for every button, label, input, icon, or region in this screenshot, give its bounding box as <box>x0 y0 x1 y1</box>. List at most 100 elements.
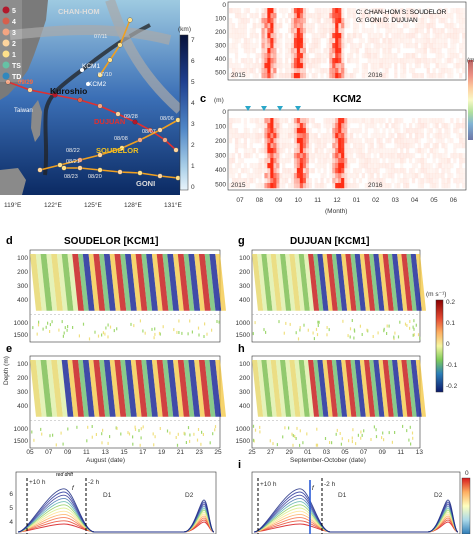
heat-cell <box>302 48 306 54</box>
heat-cell <box>385 138 389 144</box>
heat-cell <box>352 8 357 14</box>
panel-e-band2 <box>215 360 226 417</box>
panel-e-speck <box>166 429 169 433</box>
heat-cell <box>273 183 277 189</box>
heat-cell <box>255 53 259 59</box>
panel-g-speck <box>299 328 301 332</box>
heat-cell <box>329 33 333 39</box>
heat-cell <box>231 183 236 189</box>
heat-cell <box>408 28 413 34</box>
heat-cell <box>403 123 407 129</box>
heat-cell <box>385 53 389 59</box>
heat-cell <box>305 38 309 44</box>
heat-cell <box>288 73 292 79</box>
heat-cell <box>417 58 422 64</box>
heat-cell <box>447 173 451 179</box>
heat-cell <box>302 68 306 74</box>
panel-h-speck <box>336 428 338 432</box>
heat-cell <box>349 53 354 59</box>
heat-cell <box>279 173 283 179</box>
heat-cell <box>432 13 436 19</box>
heat-cell <box>411 138 416 144</box>
heat-cell <box>355 43 360 49</box>
heat-cell <box>420 123 424 129</box>
heat-cell <box>296 158 301 164</box>
heat-cell <box>296 18 301 24</box>
heat-cell <box>279 33 283 39</box>
goni-dot <box>175 175 181 181</box>
panel-e-band <box>40 360 53 417</box>
heat-cell <box>288 138 292 144</box>
heat-cell <box>376 18 380 24</box>
heat-cell <box>408 123 413 129</box>
heat-cell <box>385 58 389 64</box>
heat-cell <box>367 178 371 184</box>
panel-e-band2 <box>56 360 68 417</box>
depth-tick: 6 <box>191 58 195 65</box>
heat-cell <box>385 168 389 174</box>
heat-cell <box>364 63 368 69</box>
panel-c-xtick: 03 <box>392 197 400 204</box>
heat-cell <box>400 138 404 144</box>
panel-c-xlabel: (Month) <box>325 208 347 215</box>
heat-cell <box>231 168 236 174</box>
velocity-tick: 0.2 <box>446 299 455 306</box>
heat-cell <box>373 123 377 129</box>
heat-cell <box>332 13 336 19</box>
heat-cell <box>400 148 404 154</box>
legend-label-6: TD <box>12 74 21 81</box>
heat-cell <box>296 128 301 134</box>
heat-cell <box>373 73 377 79</box>
heat-cell <box>255 183 259 189</box>
heat-cell <box>338 118 342 124</box>
heat-cell <box>382 13 386 19</box>
heat-cell <box>296 173 301 179</box>
heat-cell <box>379 43 383 49</box>
heat-cell <box>329 18 333 24</box>
heat-cell <box>459 8 463 14</box>
heat-cell <box>311 63 315 69</box>
heat-cell <box>302 138 306 144</box>
heat-cell <box>270 123 274 129</box>
heat-cell <box>361 163 365 169</box>
heat-cell <box>332 143 336 149</box>
heat-cell <box>358 118 363 124</box>
heat-cell <box>290 13 295 19</box>
heat-cell <box>456 28 460 34</box>
heat-cell <box>397 28 401 34</box>
heat-cell <box>341 183 345 189</box>
heat-cell <box>240 43 245 49</box>
heat-cell <box>364 163 368 169</box>
heat-cell <box>338 33 342 39</box>
panel-d-band <box>40 254 53 311</box>
heat-cell <box>261 133 265 139</box>
heat-cell <box>243 43 247 49</box>
heat-cell <box>403 38 407 44</box>
panel-e-speck <box>189 439 191 443</box>
heat-cell <box>305 153 309 159</box>
heat-cell <box>314 63 318 69</box>
panel-d-speck <box>211 328 213 332</box>
heat-cell <box>441 123 445 129</box>
heat-cell <box>329 158 333 164</box>
heat-cell <box>288 153 292 159</box>
heat-cell <box>326 43 330 49</box>
heat-cell <box>403 128 407 134</box>
heat-cell <box>296 148 301 154</box>
panel-d-speck <box>178 319 180 323</box>
chan-hom-band-2 <box>105 0 184 114</box>
heat-cell <box>358 153 363 159</box>
heat-cell <box>447 183 451 189</box>
heat-cell <box>358 178 363 184</box>
heat-cell <box>391 178 395 184</box>
heat-cell <box>453 143 457 149</box>
panel-g-band2 <box>275 254 286 311</box>
heat-cell <box>450 163 454 169</box>
heat-cell <box>273 168 277 174</box>
panel-d-speck <box>181 331 183 335</box>
heat-cell <box>282 13 286 19</box>
heat-cell <box>453 33 457 39</box>
panel-h-speck <box>291 432 293 436</box>
heat-cell <box>361 8 365 14</box>
heat-cell <box>438 53 442 59</box>
